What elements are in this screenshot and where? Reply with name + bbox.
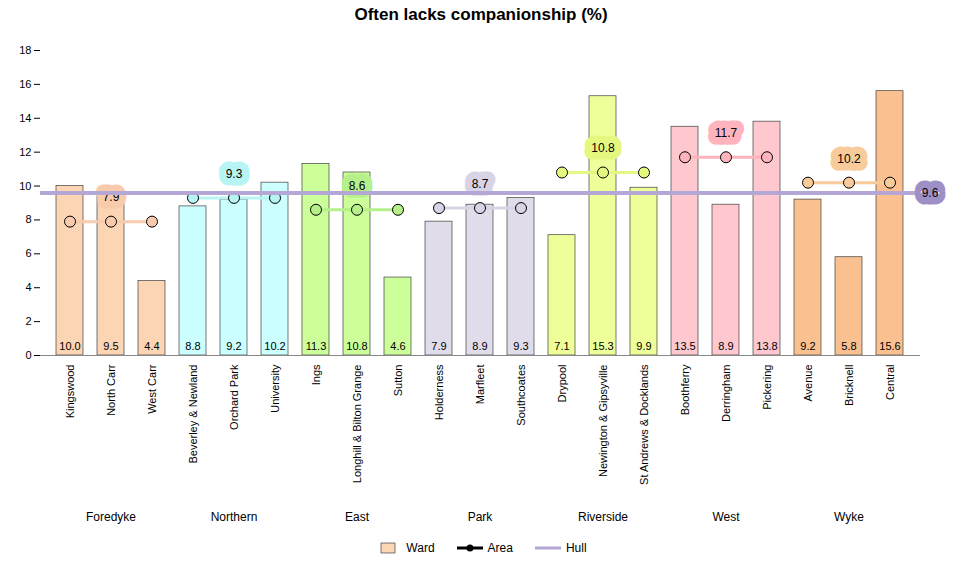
- svg-text:15.3: 15.3: [592, 340, 613, 352]
- svg-text:Southcoates: Southcoates: [515, 364, 527, 426]
- svg-text:7.1: 7.1: [554, 340, 569, 352]
- svg-text:12: 12: [19, 146, 31, 158]
- svg-text:Derringham: Derringham: [720, 365, 732, 422]
- svg-text:Wyke: Wyke: [834, 510, 864, 524]
- svg-text:Park: Park: [468, 510, 494, 524]
- svg-text:Bricknell: Bricknell: [843, 365, 855, 407]
- svg-text:Ings: Ings: [310, 364, 322, 385]
- svg-text:Pickering: Pickering: [761, 365, 773, 410]
- svg-text:Northern: Northern: [211, 510, 258, 524]
- svg-text:North Carr: North Carr: [105, 364, 117, 416]
- svg-text:15.6: 15.6: [879, 340, 900, 352]
- html-text:Area: Area: [487, 541, 513, 555]
- svg-text:9.9: 9.9: [636, 340, 651, 352]
- svg-text:10.0: 10.0: [59, 340, 80, 352]
- svg-text:11.3: 11.3: [306, 340, 327, 352]
- svg-text:7.9: 7.9: [102, 190, 120, 205]
- svg-text:St Andrews & Docklands: St Andrews & Docklands: [638, 364, 650, 485]
- svg-text:Holderness: Holderness: [433, 364, 445, 420]
- svg-text:5.8: 5.8: [841, 340, 856, 352]
- svg-text:Orchard Park: Orchard Park: [228, 364, 240, 430]
- svg-text:Avenue: Avenue: [802, 365, 814, 402]
- svg-text:8.9: 8.9: [718, 340, 733, 352]
- svg-text:East: East: [345, 510, 370, 524]
- html-text:Hull: Hull: [566, 541, 587, 555]
- svg-text:8.6: 8.6: [349, 179, 366, 193]
- svg-text:10.2: 10.2: [264, 340, 285, 352]
- svg-text:11.7: 11.7: [715, 126, 738, 140]
- svg-text:Longhill & Bilton Grange: Longhill & Bilton Grange: [351, 365, 363, 484]
- svg-text:9.6: 9.6: [922, 186, 939, 200]
- svg-text:Sutton: Sutton: [392, 365, 404, 397]
- svg-text:Central: Central: [884, 365, 896, 400]
- svg-text:2: 2: [25, 315, 31, 327]
- svg-text:Newington & Gipsyville: Newington & Gipsyville: [597, 365, 609, 478]
- svg-text:Kingswood: Kingswood: [64, 365, 76, 419]
- svg-text:9.3: 9.3: [513, 340, 528, 352]
- svg-text:9.2: 9.2: [800, 340, 815, 352]
- html-text:Ward: Ward: [406, 541, 435, 555]
- svg-text:6: 6: [25, 247, 31, 259]
- svg-text:Marfleet: Marfleet: [474, 365, 486, 405]
- svg-text:West: West: [712, 510, 740, 524]
- svg-text:0: 0: [25, 349, 31, 361]
- svg-text:10: 10: [19, 180, 31, 192]
- svg-text:Drypool: Drypool: [556, 365, 568, 403]
- svg-text:9.5: 9.5: [103, 340, 118, 352]
- svg-text:4.6: 4.6: [390, 340, 405, 352]
- svg-text:8.8: 8.8: [185, 340, 200, 352]
- svg-text:8.9: 8.9: [472, 340, 487, 352]
- svg-text:7.9: 7.9: [431, 340, 446, 352]
- svg-text:10.8: 10.8: [591, 141, 615, 155]
- svg-text:9.2: 9.2: [226, 340, 241, 352]
- svg-text:8.7: 8.7: [472, 177, 489, 191]
- svg-text:4.4: 4.4: [144, 340, 159, 352]
- svg-text:Beverley & Newland: Beverley & Newland: [187, 365, 199, 464]
- svg-text:18: 18: [19, 44, 31, 56]
- svg-text:4: 4: [25, 281, 31, 293]
- svg-text:8: 8: [25, 213, 31, 225]
- svg-text:10.2: 10.2: [837, 152, 861, 166]
- html-text:Often lacks companionship (%): Often lacks companionship (%): [354, 5, 608, 24]
- svg-text:University: University: [269, 364, 281, 413]
- svg-text:West Carr: West Carr: [146, 364, 158, 414]
- svg-text:13.5: 13.5: [674, 340, 695, 352]
- svg-text:10.8: 10.8: [346, 340, 367, 352]
- svg-text:Foredyke: Foredyke: [86, 510, 136, 524]
- svg-text:Riverside: Riverside: [578, 510, 628, 524]
- svg-text:Boothferry: Boothferry: [679, 364, 691, 415]
- svg-text:14: 14: [19, 112, 31, 124]
- svg-text:16: 16: [19, 78, 31, 90]
- svg-text:13.8: 13.8: [756, 340, 777, 352]
- svg-text:9.3: 9.3: [226, 167, 243, 181]
